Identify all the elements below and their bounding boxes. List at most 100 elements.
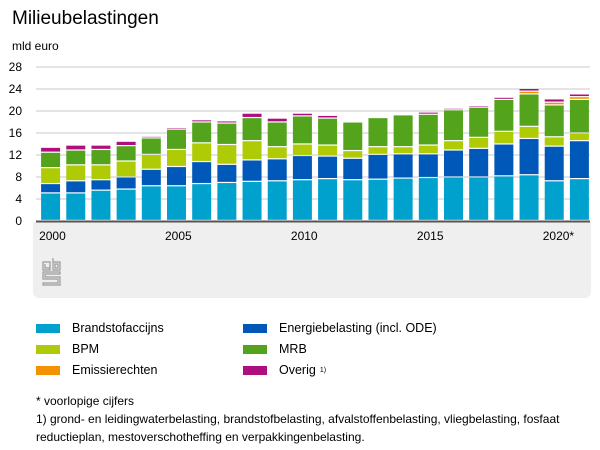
legend-swatch (243, 365, 267, 375)
bar-segment (141, 186, 161, 220)
y-tick-label: 0 (15, 214, 22, 228)
bar-segment (469, 148, 489, 177)
bar-segment (318, 156, 338, 178)
bar-segment (318, 179, 338, 220)
bar-segment (469, 177, 489, 220)
y-tick-label: 16 (9, 126, 23, 140)
bar-segment (116, 177, 136, 189)
bar-segment (544, 105, 564, 137)
bar-segment (343, 180, 363, 220)
bar-segment (544, 102, 564, 105)
bar-segment (569, 133, 589, 141)
legend-label: MRB (279, 342, 307, 356)
bar-segment (569, 179, 589, 220)
bar-segment (343, 122, 363, 150)
bar-segment (418, 114, 438, 145)
bar-segment (368, 179, 388, 220)
bar-segment (192, 184, 212, 220)
legend-swatch (243, 344, 267, 354)
bar-segment (217, 121, 237, 123)
bar-segment (116, 189, 136, 220)
bar-segment (242, 141, 262, 160)
bar-segment (91, 150, 111, 165)
y-tick-label: 12 (9, 148, 23, 162)
bar-segment (318, 145, 338, 156)
legend-swatch (243, 323, 267, 333)
x-tick-label: 2000 (39, 229, 66, 243)
bar-segment (66, 145, 86, 150)
bar-segment (167, 167, 186, 186)
x-tick-label: 2010 (291, 229, 318, 243)
cbs-logo-icon (42, 257, 62, 292)
bar-segment (242, 181, 262, 220)
legend-label: Brandstofaccijns (72, 321, 164, 335)
bar-segment (41, 152, 61, 167)
stacked-bar-chart: 0 4 8 12 16 20 24 28 2000 2005 2010 2015 2020* (9, 60, 590, 243)
bar-segment (141, 155, 161, 169)
y-tick-label: 28 (9, 60, 23, 74)
bar-segment (569, 94, 589, 97)
bar-segment (66, 193, 86, 220)
bar-segment (267, 147, 287, 159)
bar-segment (519, 175, 539, 220)
bar-segment (41, 193, 61, 220)
bar-segment (343, 151, 363, 158)
legend-label: Overig (279, 363, 316, 377)
bar-segment (494, 131, 514, 144)
bar-segment (66, 165, 86, 181)
bar-segment (267, 159, 287, 181)
bar-segment (116, 161, 136, 177)
bar-segment (519, 89, 539, 91)
x-tick-label: 2020* (543, 229, 575, 243)
bar-segment (368, 155, 388, 179)
bar-segment (569, 97, 589, 99)
legend-label: Emissierechten (72, 363, 158, 377)
bar-segment (544, 137, 564, 146)
bar-segment (267, 181, 287, 220)
bar-segment (418, 145, 438, 154)
legend-item-overig: Overig 1) (243, 363, 326, 377)
bar-segment (444, 141, 463, 150)
bar-segment (544, 146, 564, 181)
bar-segment (469, 107, 489, 137)
bar-segment (267, 118, 287, 122)
bar-segment (91, 165, 111, 180)
y-tick-label: 20 (9, 104, 23, 118)
bar-segment (242, 118, 262, 141)
legend-item-energiebelasting: Energiebelasting (incl. ODE) (243, 321, 437, 335)
bar-segment (91, 180, 111, 190)
bar-segment (444, 150, 463, 177)
bar-segment (418, 178, 438, 220)
chart-title: Milieubelastingen (12, 8, 159, 29)
bar-segment (192, 122, 212, 143)
bar-segment (167, 150, 186, 166)
bar-segment (494, 100, 514, 131)
bar-segment (116, 141, 136, 145)
bar-segment (393, 115, 413, 147)
bar-segment (141, 138, 161, 154)
y-tick-label: 4 (15, 192, 22, 206)
bar-segment (292, 116, 312, 144)
bar-segment (418, 154, 438, 177)
bar-segment (66, 181, 86, 193)
bar-segment (318, 118, 338, 145)
bar-segment (267, 122, 287, 147)
legend-label: BPM (72, 342, 100, 356)
bar-segment (343, 158, 363, 180)
bar-segment (91, 145, 111, 149)
bar-segment (569, 100, 589, 133)
bar-segment (217, 164, 237, 182)
bar-segment (519, 94, 539, 126)
bar-segment (217, 145, 237, 164)
bar-segment (368, 118, 388, 147)
bar-segment (393, 178, 413, 220)
x-axis-band (33, 222, 591, 298)
bar-segment (141, 169, 161, 186)
provisional-note: * voorlopige cijfers (36, 394, 135, 408)
legend-item-brandstofaccijns: Brandstofaccijns (36, 321, 164, 335)
bar-segment (519, 139, 539, 175)
bar-segment (167, 129, 186, 149)
bar-segment (292, 180, 312, 220)
bar-segment (544, 99, 564, 102)
bar-segment (41, 184, 61, 193)
